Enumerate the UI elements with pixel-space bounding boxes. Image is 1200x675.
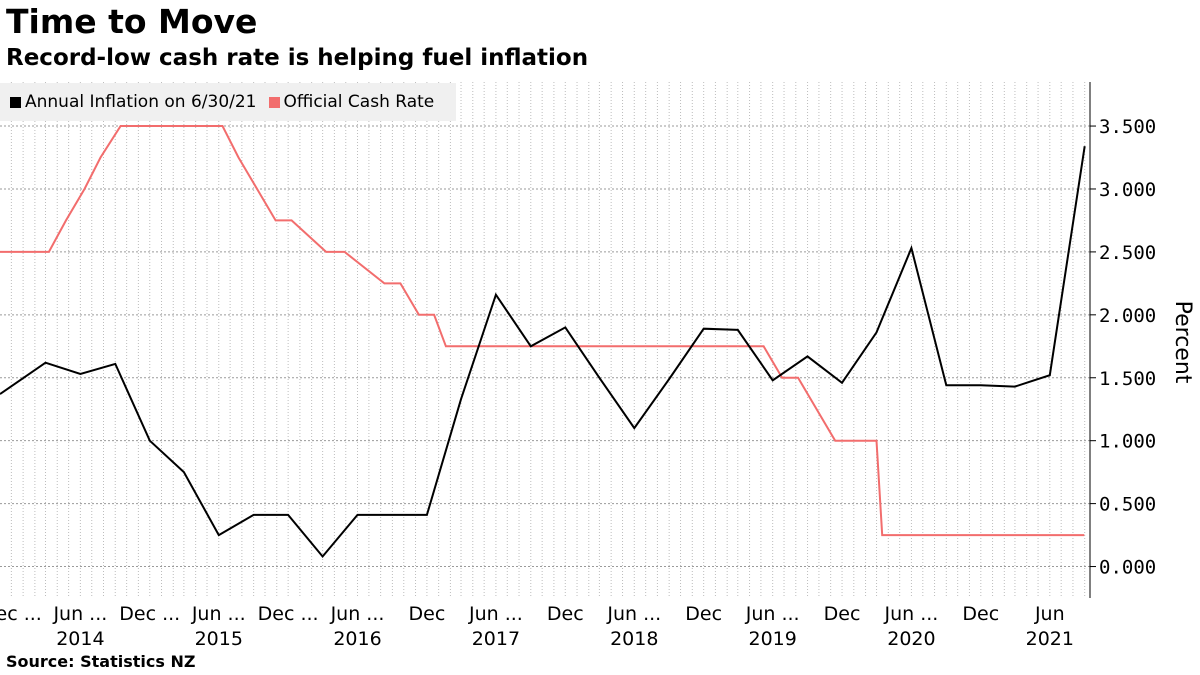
y-tick-label: 2.000 <box>1099 305 1156 327</box>
x-tick-label: Dec <box>409 603 446 625</box>
x-tick-label: Dec <box>547 603 584 625</box>
series-line-annual-inflation <box>0 146 1086 559</box>
y-tick-label: 2.500 <box>1099 242 1156 264</box>
chart-title: Time to Move <box>6 2 258 41</box>
axes <box>1089 82 1096 598</box>
legend: Annual Inflation on 6/30/21 Official Cas… <box>0 83 457 121</box>
y-tick-label: 1.000 <box>1099 431 1156 453</box>
x-tick-label: Dec <box>824 603 861 625</box>
series-line-official-cash-rate <box>0 125 1085 537</box>
x-tick-year-label: 2021 <box>1026 628 1074 650</box>
x-tick-year-label: 2019 <box>748 628 796 650</box>
y-tick-label: 3.500 <box>1099 116 1156 138</box>
x-tick-year-label: 2016 <box>333 628 381 650</box>
x-tick-label: Dec ... <box>0 603 42 625</box>
x-tick-label: Dec ... <box>119 603 180 625</box>
chart-subtitle: Record-low cash rate is helping fuel inf… <box>6 45 589 71</box>
x-tick-year-label: 2015 <box>195 628 243 650</box>
x-tick-label: Dec <box>685 603 722 625</box>
y-tick-label: 0.500 <box>1099 494 1156 516</box>
y-tick-label: 3.000 <box>1099 179 1156 201</box>
x-tick-year-label: 2014 <box>56 628 104 650</box>
x-tick-label: Jun ... <box>468 603 523 625</box>
x-tick-label: Jun <box>1034 603 1065 625</box>
x-tick-label: Jun ... <box>883 603 938 625</box>
x-tick-year-label: 2020 <box>887 628 935 650</box>
legend-item-ocr[interactable]: Official Cash Rate <box>268 92 435 112</box>
source-note: Source: Statistics NZ <box>6 652 196 671</box>
x-tick-label: Dec ... <box>258 603 319 625</box>
grid-lines <box>0 82 1090 598</box>
series-lines <box>0 125 1086 559</box>
legend-swatch-ocr <box>268 96 280 108</box>
x-tick-label: Jun ... <box>606 603 661 625</box>
axis-labels: 0.000 0.500 1.000 1.500 2.000 2.500 3.000 3.500… <box>0 116 1195 650</box>
legend-label-inflation: Annual Inflation on 6/30/21 <box>25 92 257 112</box>
y-tick-label: 0.000 <box>1099 557 1156 579</box>
x-tick-label: Dec <box>962 603 999 625</box>
x-tick-label: Jun ... <box>330 603 385 625</box>
x-tick-label: Jun ... <box>191 603 246 625</box>
x-tick-label: Jun ... <box>745 603 800 625</box>
y-tick-label: 1.500 <box>1099 368 1156 390</box>
y-axis-title: Percent <box>1170 301 1195 384</box>
legend-item-inflation[interactable]: Annual Inflation on 6/30/21 <box>10 92 257 112</box>
x-tick-year-label: 2018 <box>610 628 658 650</box>
legend-label-ocr: Official Cash Rate <box>283 92 435 112</box>
x-tick-label: Jun ... <box>52 603 107 625</box>
x-tick-year-label: 2017 <box>472 628 520 650</box>
legend-swatch-inflation <box>10 96 21 108</box>
